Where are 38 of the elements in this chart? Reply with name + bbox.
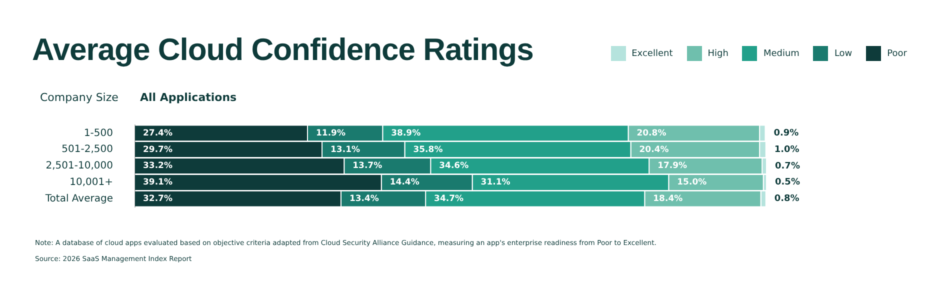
- data-label: 20.8%: [636, 128, 667, 138]
- data-label: 13.4%: [349, 194, 380, 204]
- data-label: 14.4%: [390, 178, 420, 188]
- data-label: 35.8%: [413, 144, 444, 155]
- data-label: 0.5%: [775, 178, 800, 188]
- data-label: 13.1%: [330, 144, 360, 155]
- data-label: 18.4%: [653, 194, 684, 204]
- legend-label: Low: [834, 48, 852, 58]
- data-label: 38.9%: [391, 128, 422, 138]
- legend-label: High: [708, 48, 728, 58]
- chart-subtitle: All Applications: [140, 91, 237, 104]
- y-tick-label: 2,501-10,000: [46, 160, 113, 172]
- data-label: 0.7%: [775, 161, 800, 172]
- chart-title: Average Cloud Confidence Ratings: [32, 32, 534, 68]
- data-label: 34.7%: [434, 194, 464, 204]
- y-tick-label: 10,001+: [70, 176, 113, 188]
- data-label: 11.9%: [316, 128, 346, 138]
- data-label: 1.0%: [774, 144, 800, 155]
- data-label: 29.7%: [143, 144, 173, 155]
- data-label: 32.7%: [143, 194, 173, 204]
- data-label: 0.8%: [774, 194, 800, 204]
- data-label: 33.2%: [143, 161, 173, 172]
- y-tick-label: Total Average: [44, 193, 113, 204]
- data-label: 31.1%: [480, 178, 511, 188]
- y-tick-label: 1-500: [84, 128, 113, 139]
- data-label: 39.1%: [143, 178, 173, 188]
- y-axis-title: Company Size: [40, 91, 118, 104]
- y-tick-label: 501-2,500: [62, 144, 113, 156]
- legend-label: Excellent: [632, 48, 673, 58]
- data-label: 13.7%: [352, 161, 383, 172]
- legend-label: Poor: [887, 48, 907, 58]
- data-label: 17.9%: [658, 161, 688, 172]
- data-label: 0.9%: [774, 128, 799, 139]
- data-label: 34.6%: [439, 161, 470, 172]
- legend-label: Medium: [763, 48, 800, 58]
- data-label: 27.4%: [143, 128, 173, 138]
- data-label: 15.0%: [677, 178, 708, 188]
- data-label: 20.4%: [639, 144, 670, 155]
